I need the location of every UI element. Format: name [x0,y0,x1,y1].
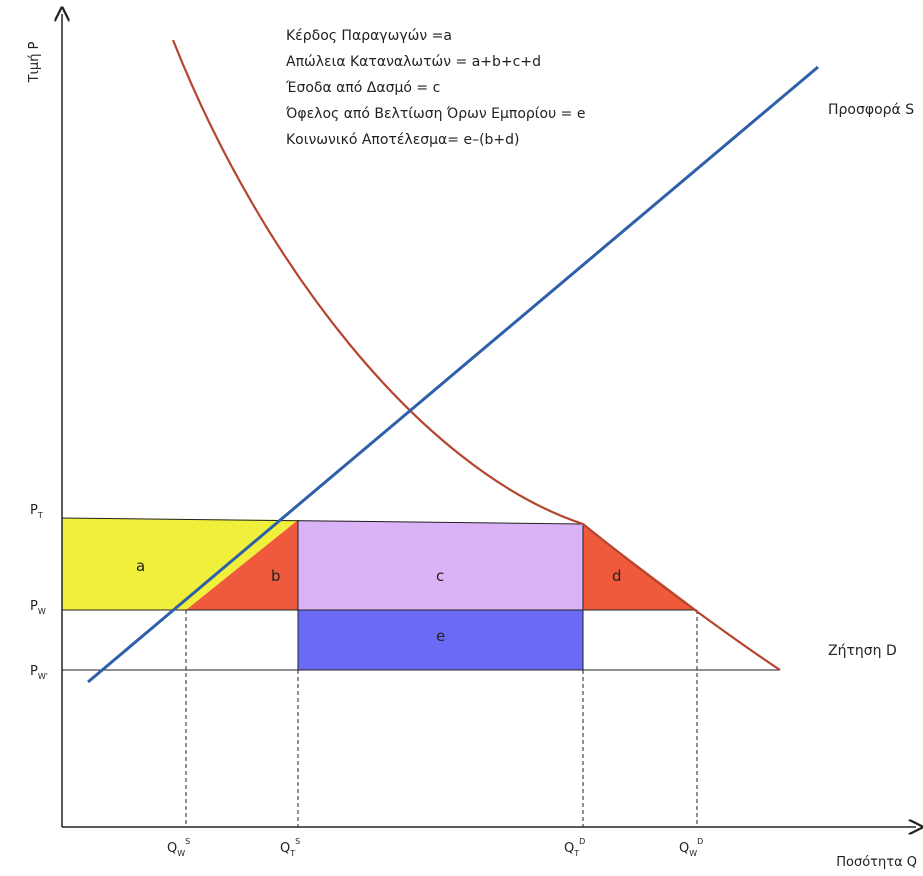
tick-pw-prime: PW' [30,664,48,681]
tick-pw: PW [30,599,46,616]
region-a-label: a [136,557,145,575]
demand-curve [171,39,781,671]
region-c-label: c [436,567,444,585]
legend-consumer-loss: Απώλεια Καταναλωτών = a+b+c+d [286,54,541,70]
region-a [62,518,298,610]
region-e-label: e [436,627,445,645]
region-b [186,520,298,610]
legend-tariff-revenue: Έσοδα από Δασμό = c [285,80,440,96]
tick-qtd: QTD [564,837,585,858]
tick-qts: QTS [280,837,300,858]
supply-curve [87,65,819,684]
y-axis-label: Τιμή P [27,41,42,83]
price-line-pt [61,517,584,525]
region-d-label: d [612,567,622,585]
region-b-label: b [271,567,281,585]
tick-qwd: QWD [679,837,703,858]
demand-label: Ζήτηση D [828,643,897,659]
legend-producer-gain: Κέρδος Παραγωγών =a [286,28,452,44]
legend: Κέρδος Παραγωγών =a Απώλεια Καταναλωτών … [285,28,585,148]
legend-terms-of-trade: Όφελος από Βελτίωση Όρων Εμπορίου = e [285,106,585,122]
tick-pt: PT [30,503,43,520]
tick-qws: QWS [167,837,190,858]
x-axis-label: Ποσότητα Q [836,855,917,870]
region-e [298,610,583,670]
legend-net-welfare: Κοινωνικό Αποτέλεσμα= e–(b+d) [286,132,520,148]
region-c [298,520,583,610]
supply-label: Προσφορά S [828,102,914,118]
